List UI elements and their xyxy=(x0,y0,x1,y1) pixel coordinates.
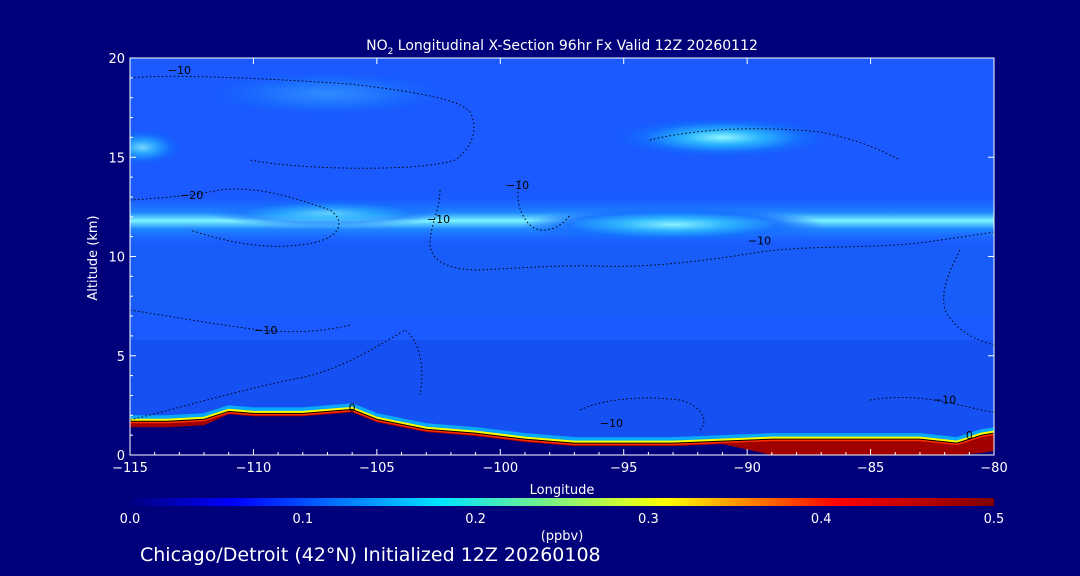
surface-contour-line xyxy=(130,408,994,444)
contour-line xyxy=(517,179,571,231)
contour-label: −10 xyxy=(254,324,277,337)
contour-line xyxy=(130,75,475,169)
colorbar-tick-label: 0.5 xyxy=(984,512,1005,527)
x-tick-label: −80 xyxy=(980,461,1007,476)
colorbar-tick-label: 0.0 xyxy=(120,512,141,527)
surface-glow-yellow xyxy=(130,406,994,444)
colorbar-tick-label: 0.3 xyxy=(638,512,659,527)
x-tick-label: −105 xyxy=(359,461,395,476)
contour-label: −10 xyxy=(427,213,450,226)
colorbar-tick-label: 0.1 xyxy=(292,512,313,527)
surface-glow-cyan xyxy=(130,403,994,444)
contour-labels: −10 −20 −10 −10 −10 −10 −10 −10 0 0 xyxy=(168,64,973,442)
contour-label: −10 xyxy=(506,179,529,192)
x-tick-label: −85 xyxy=(857,461,884,476)
colorbar xyxy=(130,498,994,506)
x-tick-label: −115 xyxy=(112,461,148,476)
contour-lines xyxy=(130,75,994,431)
y-axis-label: Altitude (km) xyxy=(86,215,101,300)
no2-upper-blob xyxy=(208,71,447,116)
surface-glow-red xyxy=(130,409,994,446)
no2-upper-blob xyxy=(613,117,832,158)
y-tick-label: 15 xyxy=(108,151,125,166)
contour-line xyxy=(130,329,423,421)
x-axis-label: Longitude xyxy=(530,483,595,498)
contour-label: 0 xyxy=(966,429,973,442)
high-no2-bands xyxy=(130,71,994,249)
contour-line xyxy=(869,397,994,413)
y-tick-label: 5 xyxy=(117,350,125,365)
surface-high-no2 xyxy=(130,409,994,455)
contour-label: −10 xyxy=(168,64,191,77)
contour-label: −20 xyxy=(180,189,203,202)
contour-line xyxy=(579,397,705,431)
y-tick-label: 20 xyxy=(108,52,125,67)
no2-band-core xyxy=(523,206,824,243)
surface-layer xyxy=(130,403,994,455)
colorbar-tick-label: 0.2 xyxy=(465,512,486,527)
no2-field xyxy=(130,58,994,455)
colorbar-tick-label: 0.4 xyxy=(811,512,832,527)
x-tick-label: −110 xyxy=(236,461,272,476)
no2-upper-blob xyxy=(130,129,183,166)
x-axis: −115 −110 −105 −100 −95 −90 −85 −80 xyxy=(112,58,1008,476)
chart-title: NO2 Longitudinal X-Section 96hr Fx Valid… xyxy=(366,38,758,57)
contour-label: −10 xyxy=(933,393,956,406)
x-tick-label: −95 xyxy=(610,461,637,476)
y-tick-label: 0 xyxy=(117,449,125,464)
no2-band-core xyxy=(207,198,448,227)
y-axis: 0 5 10 15 20 xyxy=(108,52,994,464)
y-tick-label: 10 xyxy=(108,251,125,266)
contour-label: 0 xyxy=(349,401,356,414)
contour-label: −10 xyxy=(600,417,623,430)
colorbar-ticks: 0.0 0.1 0.2 0.3 0.4 0.5 xyxy=(120,512,1005,527)
colorbar-label: (ppbv) xyxy=(541,529,584,544)
contour-label: −10 xyxy=(748,235,771,248)
x-tick-label: −100 xyxy=(482,461,518,476)
x-tick-label: −90 xyxy=(733,461,760,476)
footer-caption: Chicago/Detroit (42°N) Initialized 12Z 2… xyxy=(140,544,601,566)
